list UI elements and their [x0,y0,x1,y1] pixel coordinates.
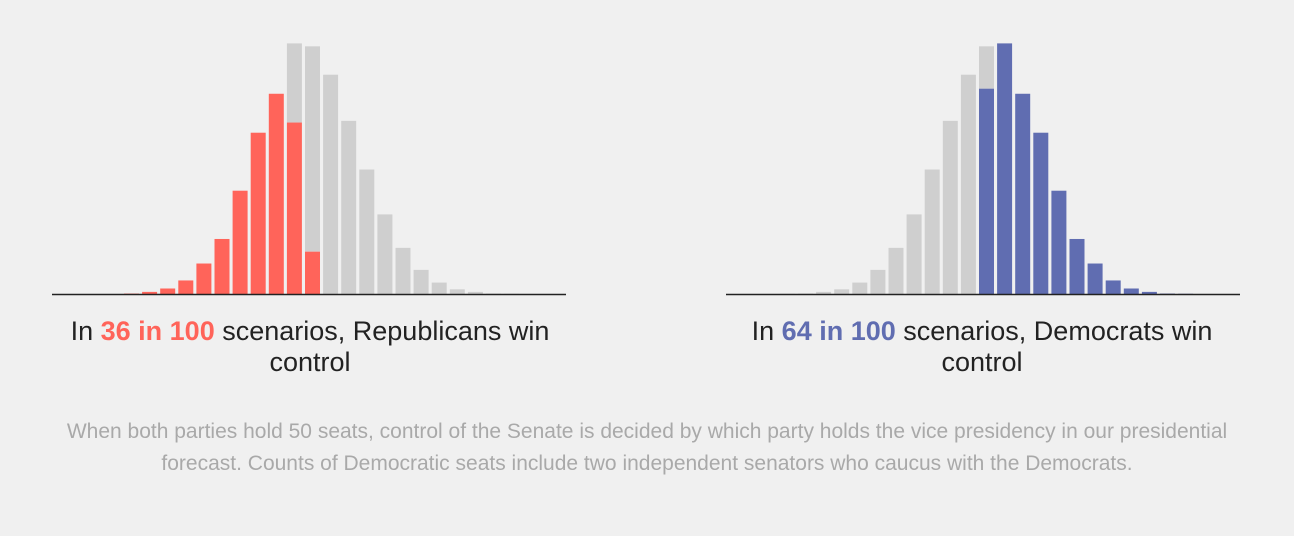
footnote: When both parties hold 50 seats, control… [66,420,1228,475]
bar-seats-48 [268,93,284,294]
bar-seats-51 [997,43,1013,295]
bar-segment-democrat [1069,238,1085,294]
bar-seats-53 [359,169,375,294]
republican-caption: In 36 in 100 scenarios, Republicans win … [40,316,580,378]
bar-segment-republican [196,263,212,294]
bar-seats-55 [1069,238,1085,294]
bar-segment-republican [232,190,248,294]
bar-seats-58 [1123,288,1139,294]
bar-segment-other [924,169,940,294]
bar-segment-other [395,247,411,294]
republican-caption-prefix: In [70,316,101,346]
democrat-histogram-panel [726,0,1240,300]
bar-segment-republican [160,288,176,294]
bar-segment-other [286,43,302,123]
bar-segment-other [979,46,994,89]
bar-seats-44 [196,263,212,294]
democrat-caption-prefix: In [751,316,782,346]
bar-segment-other [359,169,375,294]
bar-segment-other [323,74,339,294]
bar-seats-42 [834,289,850,294]
bar-segment-other [467,291,483,294]
bar-segment-other [960,74,976,294]
bar-segment-other [834,289,850,294]
bar-segment-republican [178,280,194,294]
bar-seats-51 [323,74,339,294]
bar-seats-57 [431,282,447,294]
republican-histogram-panel [52,0,566,300]
democrat-odds: 64 in 100 [781,316,896,346]
bar-seats-45 [214,238,230,294]
bar-seats-41 [142,291,158,294]
bar-seats-44 [870,269,886,294]
bar-seats-49 [286,43,302,294]
bar-seats-48 [942,120,958,295]
bar-segment-democrat [979,88,994,294]
bar-segment-other [305,46,320,252]
bar-seats-47 [924,169,940,294]
bar-seats-58 [449,289,465,294]
bar-seats-52 [1015,93,1031,294]
republican-caption-suffix: scenarios, Republicans win control [214,316,550,377]
bar-segment-republican [142,291,158,294]
bar-seats-46 [232,190,248,294]
bar-seats-59 [467,291,483,294]
bar-seats-49 [960,74,976,294]
bar-segment-democrat [1141,291,1157,294]
bar-segment-republican [214,238,230,294]
bar-seats-50 [979,46,994,294]
bar-segment-democrat [1105,280,1121,294]
bar-segment-democrat [1033,132,1049,294]
bar-segment-other [906,214,922,294]
bar-seats-56 [1087,263,1103,294]
bar-seats-41 [816,291,832,294]
bar-seats-59 [1141,291,1157,294]
bar-segment-democrat [1051,190,1067,294]
democrat-histogram [726,43,1240,296]
bar-segment-other [870,269,886,294]
republican-odds: 36 in 100 [100,316,215,346]
bar-seats-47 [250,132,266,294]
bar-seats-53 [1033,132,1049,294]
bar-segment-republican [268,93,284,294]
democrat-caption-suffix: scenarios, Democrats win control [895,316,1213,377]
bar-segment-republican [250,132,266,294]
bar-segment-democrat [997,43,1013,295]
bar-segment-democrat [1087,263,1103,294]
bar-seats-43 [178,280,194,294]
bar-segment-other [431,282,447,294]
bar-segment-other [852,282,868,294]
bar-segment-other [816,291,832,294]
bar-seats-56 [413,269,429,294]
republican-histogram [52,43,566,296]
bar-segment-other [413,269,429,294]
bar-seats-43 [852,282,868,294]
bar-seats-52 [341,120,357,295]
bar-segment-other [341,120,357,295]
bar-segment-other [449,289,465,294]
bar-seats-54 [1051,190,1067,294]
bar-segment-republican [286,122,302,294]
bar-segment-democrat [1015,93,1031,294]
bar-segment-democrat [1123,288,1139,294]
bar-seats-54 [377,214,393,294]
bar-seats-45 [888,247,904,294]
bar-segment-republican [305,251,320,294]
bar-seats-46 [906,214,922,294]
bar-segment-other [888,247,904,294]
bar-segment-other [377,214,393,294]
bar-seats-57 [1105,280,1121,294]
bar-seats-42 [160,288,176,294]
bar-seats-55 [395,247,411,294]
bar-seats-50 [305,46,320,294]
bar-segment-other [942,120,958,295]
democrat-caption: In 64 in 100 scenarios, Democrats win co… [722,316,1242,378]
